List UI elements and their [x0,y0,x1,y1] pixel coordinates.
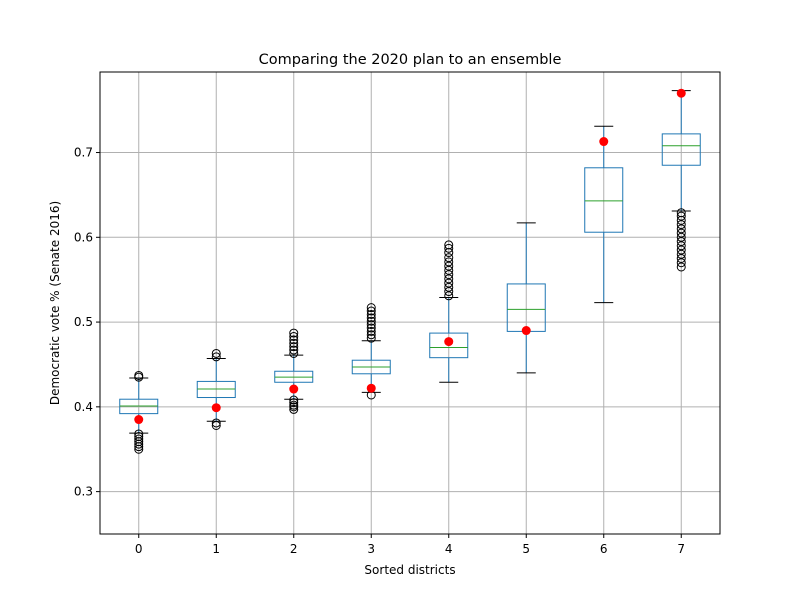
x-axis-label: Sorted districts [364,563,455,577]
outlier-point [366,333,376,343]
plan-point [676,88,686,98]
outlier-point [676,208,686,218]
outlier-point [289,335,299,345]
tick-layer: 0 1 2 3 4 5 6 7 0.3 0.4 0.5 0.6 0.7 [74,146,685,556]
x-tick-label: 4 [445,542,453,556]
outlier-point [366,320,376,330]
plan-point [366,383,376,393]
outlier-point [289,348,299,358]
x-tick-label: 1 [212,542,220,556]
x-tick-label: 6 [600,542,608,556]
plan-point-layer [134,88,686,425]
y-tick-label: 0.6 [74,230,93,244]
box-iqr [429,332,469,359]
x-tick-label: 5 [522,542,530,556]
plot-area [100,72,720,534]
y-tick-label: 0.3 [74,485,93,499]
outlier-point [289,338,299,348]
chart-title: Comparing the 2020 plan to an ensemble [259,52,562,68]
plan-point [289,384,299,394]
plan-point [599,137,609,147]
outlier-point [366,313,376,323]
outlier-point [211,352,221,362]
outlier-point [444,240,454,250]
box-group [429,240,469,383]
x-tick-label: 0 [135,542,143,556]
outlier-point [289,404,299,414]
grid-layer [100,72,720,534]
outlier-point [289,395,299,405]
outlier-point [366,323,376,333]
outlier-point [366,316,376,326]
y-tick-label: 0.5 [74,315,93,329]
box-group [506,222,546,374]
plan-point [521,326,531,336]
outlier-point [289,400,299,410]
outlier-point [211,348,221,358]
outlier-point [211,418,221,428]
box-group [196,348,236,430]
outlier-point [289,398,299,408]
outlier-point [444,243,454,253]
box-iqr [661,133,701,166]
plan-point [211,403,221,413]
outlier-point [676,211,686,221]
outlier-point [134,434,144,444]
outlier-point [289,331,299,341]
plan-point [444,337,454,347]
outlier-point [289,345,299,355]
x-tick-label: 2 [290,542,298,556]
box-layer [119,90,701,454]
outlier-point [366,330,376,340]
box-group [661,90,701,272]
x-tick-label: 3 [367,542,375,556]
y-tick-label: 0.4 [74,400,93,414]
outlier-point [134,370,144,380]
outlier-point [366,306,376,316]
y-tick-label: 0.7 [74,146,93,160]
outlier-point [211,420,221,430]
outlier-point [444,253,454,263]
plot-frame [99,71,721,535]
outlier-point [366,326,376,336]
outlier-point [366,303,376,313]
outlier-point [366,309,376,319]
outlier-point [289,342,299,352]
box-group [274,328,314,414]
x-tick-label: 7 [677,542,685,556]
box-iqr [584,167,624,233]
outlier-point [289,328,299,338]
plan-point [134,415,144,425]
outlier-point [134,429,144,439]
y-axis-label: Democratic vote % (Senate 2016) [48,201,62,405]
outlier-point [134,432,144,442]
box-group [584,125,624,304]
outlier-point [444,257,454,267]
